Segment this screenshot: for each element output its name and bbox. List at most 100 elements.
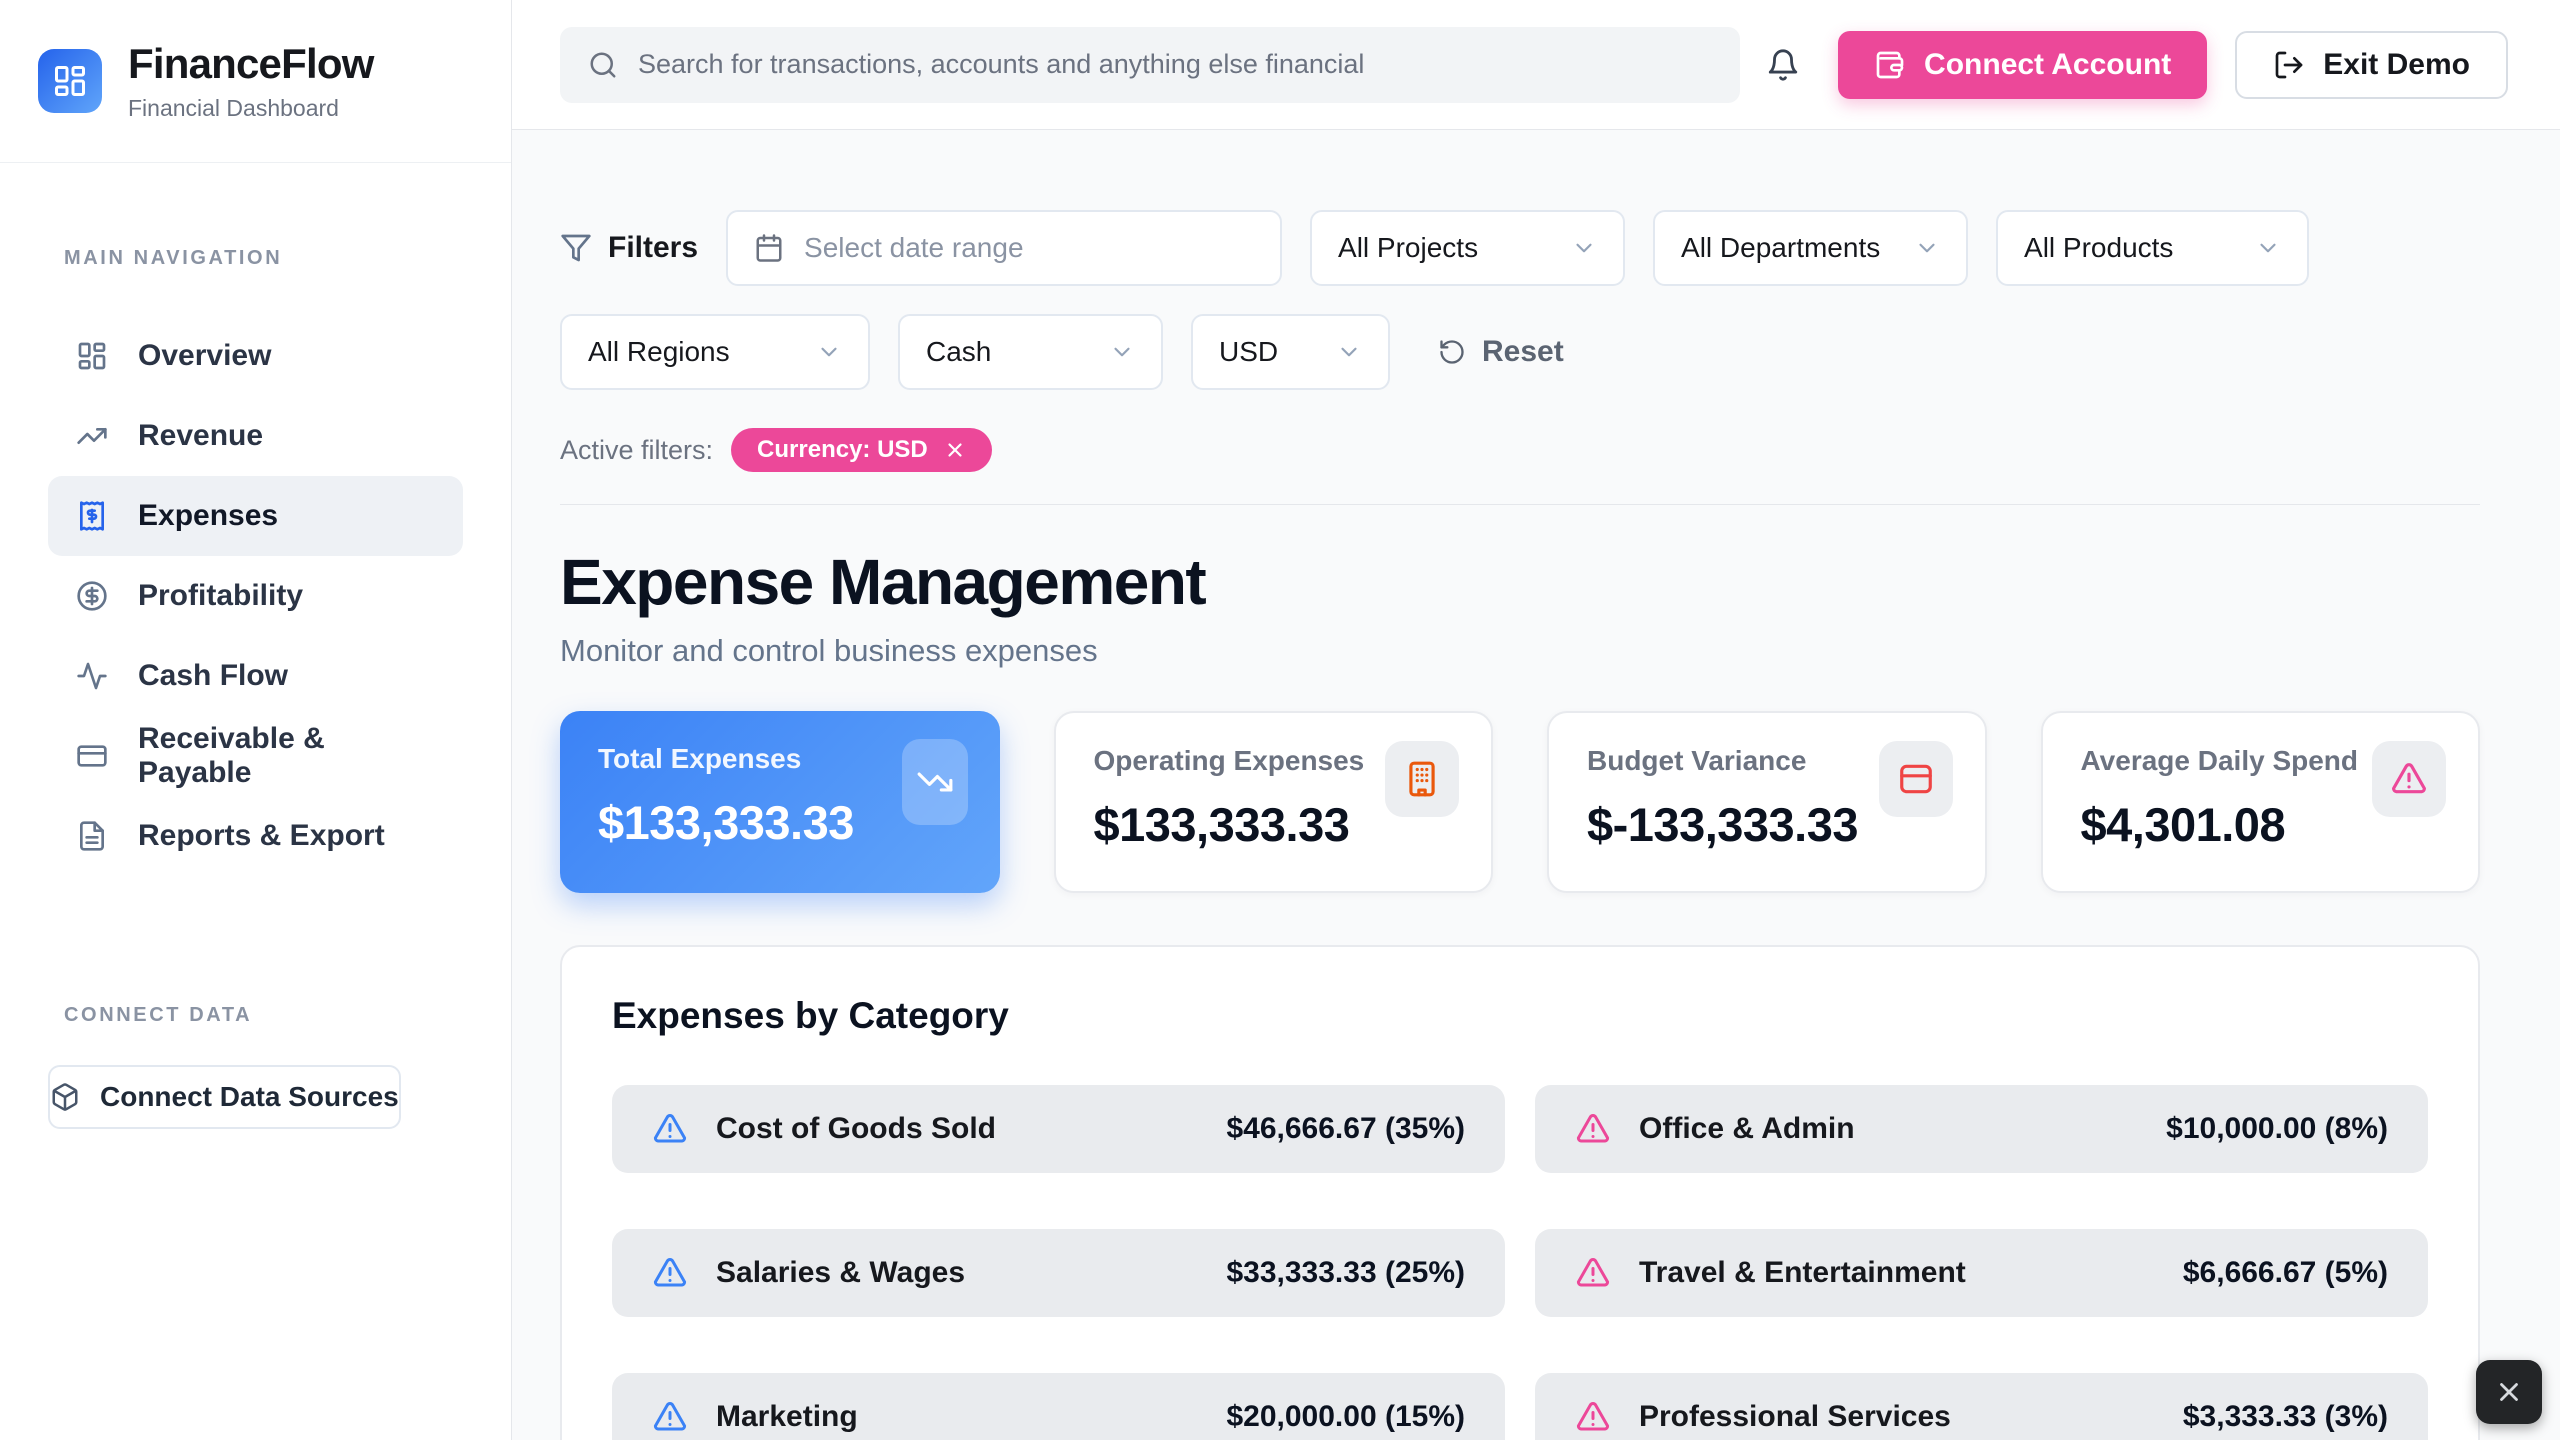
panel-title: Expenses by Category — [612, 995, 1009, 1036]
main-navigation: Overview Revenue Expenses Profitability … — [0, 316, 511, 876]
exit-demo-button[interactable]: Exit Demo — [2235, 30, 2508, 99]
wallet-icon — [1876, 51, 1904, 78]
chevron-down-icon — [1114, 347, 1130, 357]
stat-label: Total Expenses — [598, 743, 802, 774]
category-name: Cost of Goods Sold — [716, 1112, 996, 1145]
category-row-marketing: Marketing $20,000.00 (15%) — [612, 1373, 1505, 1440]
stat-icon-chip — [1878, 741, 1953, 817]
dollar-circle-icon — [77, 581, 107, 611]
trending-down-icon — [917, 772, 952, 792]
search-input[interactable] — [638, 49, 1712, 80]
date-range-placeholder: Select date range — [804, 232, 1024, 263]
category-row-cost-of-goods-sold: Cost of Goods Sold $46,666.67 (35%) — [612, 1085, 1505, 1173]
stat-icon-chip — [2372, 741, 2446, 817]
funnel-icon — [561, 234, 591, 262]
stat-cards: Total Expenses $133,333.33 Operating Exp… — [560, 711, 2480, 893]
chevron-down-icon — [1576, 243, 1592, 253]
app-logo-icon — [38, 49, 102, 113]
credit-card-icon — [77, 745, 107, 767]
chevron-down-icon — [1919, 243, 1935, 253]
payment-method-select[interactable]: Cash — [898, 314, 1163, 390]
stat-value: $-133,333.33 — [1587, 798, 1859, 851]
topbar: Connect Account Exit Demo — [512, 0, 2560, 130]
category-row-travel-entertainment: Travel & Entertainment $6,666.67 (5%) — [1535, 1229, 2428, 1317]
category-amount: $10,000.00 (8%) — [2166, 1112, 2388, 1145]
log-out-icon — [2275, 51, 2303, 78]
sidebar-item-profitability[interactable]: Profitability — [48, 556, 463, 636]
reset-filters-button[interactable]: Reset — [1438, 335, 1564, 369]
currency-select[interactable]: USD — [1191, 314, 1390, 390]
trending-up-icon — [77, 428, 107, 444]
category-row-professional-services: Professional Services $3,333.33 (3%) — [1535, 1373, 2428, 1440]
sidebar-item-label: Reports & Export — [138, 819, 385, 852]
sidebar-item-reports-export[interactable]: Reports & Export — [48, 796, 463, 876]
category-name: Marketing — [716, 1400, 858, 1433]
app-logo: FinanceFlow Financial Dashboard — [0, 0, 511, 163]
expenses-by-category-panel: Expenses by Category Cost of Goods Sold … — [560, 945, 2480, 1440]
category-amount: $46,666.67 (35%) — [1226, 1112, 1465, 1145]
search-icon — [590, 52, 616, 77]
alert-triangle-icon — [1576, 1114, 1610, 1143]
departments-select-value: All Departments — [1681, 232, 1881, 263]
category-name: Office & Admin — [1639, 1112, 1855, 1145]
overlay-close-button[interactable] — [2476, 1360, 2542, 1424]
sidebar-item-expenses[interactable]: Expenses — [48, 476, 463, 556]
sidebar-item-label: Overview — [138, 339, 272, 372]
stat-label: Operating Expenses — [1093, 745, 1365, 776]
connect-account-button[interactable]: Connect Account — [1838, 30, 2208, 99]
departments-select[interactable]: All Departments — [1653, 210, 1969, 286]
products-select[interactable]: All Products — [1996, 210, 2310, 286]
main-content: Filters Select date range All Projects A… — [512, 130, 2560, 1440]
receipt-icon — [80, 501, 104, 531]
stat-icon-chip — [1385, 741, 1459, 817]
connect-data-sources-label: Connect Data Sources — [100, 1081, 399, 1112]
category-row-office-admin: Office & Admin $10,000.00 (8%) — [1535, 1085, 2428, 1173]
active-filters-row: Active filters: Currency: USD — [560, 428, 2480, 472]
stat-label: Average Daily Spend — [2080, 745, 2359, 776]
sidebar: FinanceFlow Financial Dashboard MAIN NAV… — [0, 0, 512, 1440]
alert-triangle-icon — [1576, 1258, 1610, 1287]
chevron-down-icon — [821, 347, 837, 357]
page-title: Expense Management — [560, 546, 1207, 618]
bell-icon — [1768, 49, 1798, 81]
calendar-icon — [756, 234, 782, 262]
sidebar-item-receivable-payable[interactable]: Receivable & Payable — [48, 716, 463, 796]
active-filter-chip-currency[interactable]: Currency: USD — [731, 428, 992, 472]
sidebar-item-cash-flow[interactable]: Cash Flow — [48, 636, 463, 716]
dashboard-grid-icon — [78, 342, 106, 370]
alert-triangle-icon — [1576, 1402, 1610, 1431]
file-text-icon — [80, 821, 104, 851]
sidebar-item-overview[interactable]: Overview — [48, 316, 463, 396]
alert-triangle-icon — [2391, 763, 2426, 794]
sidebar-item-revenue[interactable]: Revenue — [48, 396, 463, 476]
page-subtitle: Monitor and control business expenses — [560, 633, 1098, 668]
dashboard-grid-icon — [55, 66, 85, 96]
stat-card-total-expenses: Total Expenses $133,333.33 — [560, 711, 1000, 893]
stat-card-operating-expenses: Operating Expenses $133,333.33 — [1053, 711, 1493, 893]
notifications-button[interactable] — [1766, 48, 1800, 82]
connect-data-sources-button[interactable]: Connect Data Sources — [48, 1065, 401, 1129]
projects-select-value: All Projects — [1338, 232, 1479, 263]
regions-select[interactable]: All Regions — [560, 314, 870, 390]
payment-method-select-value: Cash — [926, 336, 992, 367]
stat-card-budget-variance: Budget Variance $-133,333.33 — [1547, 711, 1987, 893]
date-range-input[interactable]: Select date range — [726, 210, 1283, 286]
stat-value: $4,301.08 — [2080, 798, 2286, 851]
search-box[interactable] — [560, 26, 1740, 103]
currency-select-value: USD — [1219, 336, 1279, 367]
category-name: Professional Services — [1639, 1400, 1951, 1433]
projects-select[interactable]: All Projects — [1310, 210, 1626, 286]
alert-triangle-icon — [653, 1258, 687, 1287]
stat-value: $133,333.33 — [1093, 798, 1350, 851]
close-icon — [948, 443, 962, 457]
category-row-salaries-wages: Salaries & Wages $33,333.33 (25%) — [612, 1229, 1505, 1317]
building-icon — [1409, 761, 1435, 797]
stat-card-average-daily-spend: Average Daily Spend $4,301.08 — [2040, 711, 2480, 893]
stat-icon-chip — [901, 739, 968, 825]
chevron-down-icon — [1341, 347, 1357, 357]
credit-card-icon — [1899, 764, 1932, 794]
stat-label: Budget Variance — [1587, 745, 1807, 776]
category-amount: $20,000.00 (15%) — [1226, 1400, 1465, 1433]
activity-icon — [77, 662, 107, 690]
package-icon — [52, 1083, 78, 1111]
